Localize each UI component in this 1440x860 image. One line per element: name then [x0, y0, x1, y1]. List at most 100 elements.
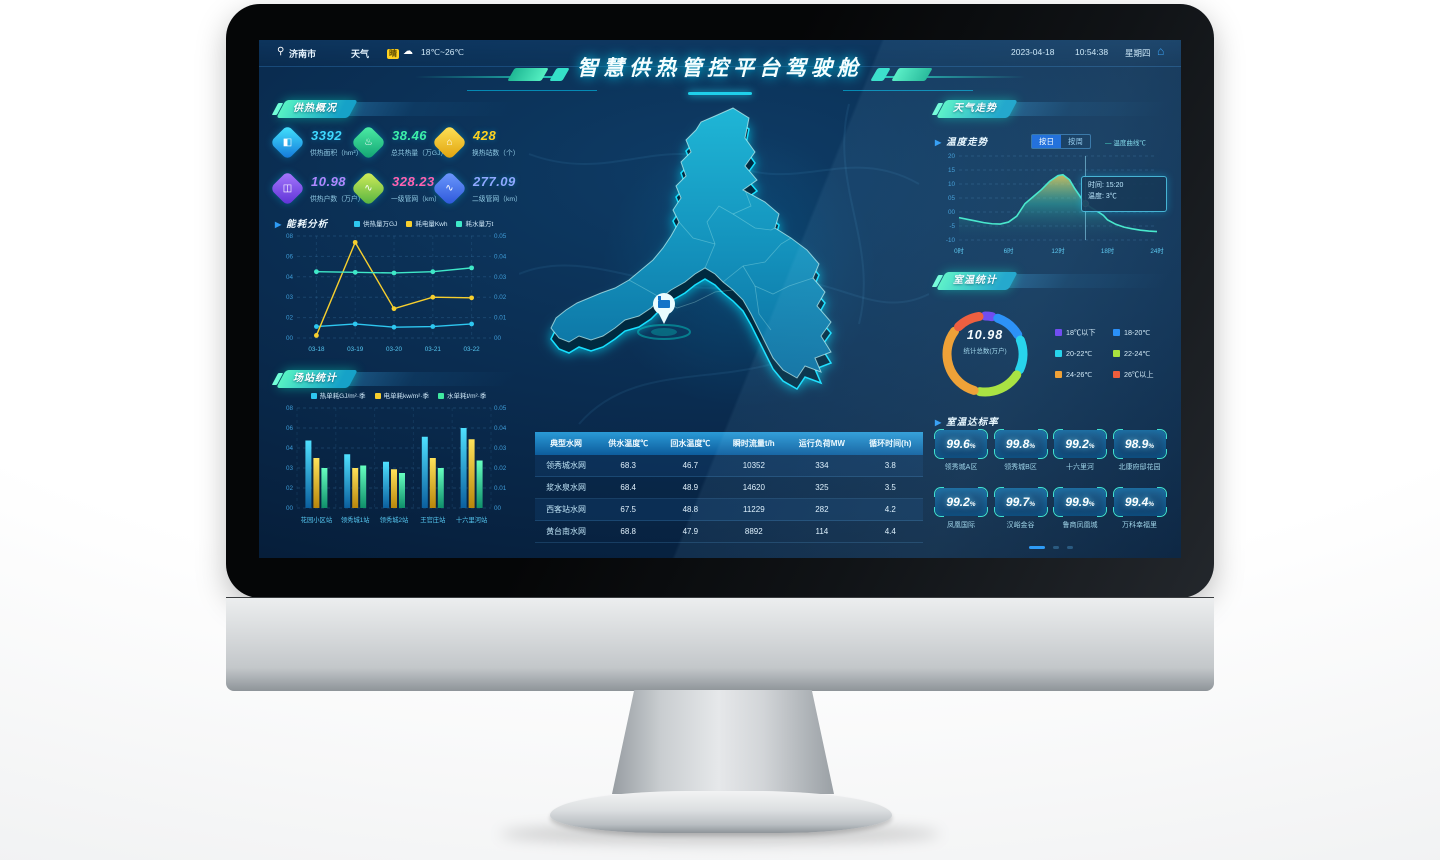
- table-cell: 68.8: [597, 520, 660, 543]
- svg-text:12时: 12时: [1051, 246, 1065, 255]
- stat-value: 428: [473, 128, 497, 143]
- stat-label: 换热站数（个）: [472, 150, 520, 157]
- donut-center-stat: 10.98 统计总数(万户): [963, 328, 1007, 355]
- compliance-badge: 99.7%: [993, 487, 1048, 517]
- stat-5: ∿ 277.09 二级管网（km）: [431, 170, 522, 212]
- household-icon: ◫: [269, 170, 306, 207]
- svg-text:0.02: 0.02: [494, 465, 507, 472]
- heat-total-icon: ♨: [350, 124, 387, 161]
- donut-legend-item: 22-24℃: [1113, 349, 1150, 358]
- compliance-badge: 99.8%: [993, 429, 1048, 459]
- badge-label: 领秀城A区: [944, 464, 978, 471]
- svg-text:15: 15: [948, 167, 956, 174]
- svg-text:24时: 24时: [1150, 246, 1164, 255]
- city-map[interactable]: [519, 94, 929, 434]
- table-cell: 10352: [721, 455, 787, 477]
- table-row: 黄台南水网 68.8 47.9 8892 114 4.4: [535, 520, 923, 543]
- stat-3: ◫ 10.98 供热户数（万户）: [269, 170, 364, 212]
- pagination-dot[interactable]: [1067, 546, 1073, 549]
- svg-text:0.04: 0.04: [494, 425, 507, 432]
- pagination-dot[interactable]: [1029, 546, 1045, 549]
- monitor-stand-neck: [612, 690, 834, 794]
- badge-label: 鲁商凤凰城: [1062, 522, 1098, 529]
- legend-item: 耗电量Kwh: [406, 221, 447, 228]
- time-label: 10:54:38: [1075, 47, 1109, 57]
- weekday-label: 星期四: [1125, 48, 1151, 58]
- table-cell: 3.5: [857, 476, 923, 499]
- donut-legend-item: 26℃以上: [1113, 370, 1154, 380]
- donut-legend-item: 24-26℃: [1055, 370, 1092, 379]
- table-cell: 325: [786, 476, 858, 499]
- weather-range-toggle[interactable]: 按日 按周: [1031, 134, 1091, 149]
- svg-text:领秀城1站: 领秀城1站: [341, 515, 370, 524]
- svg-text:06: 06: [286, 253, 294, 260]
- secondary-pipe-icon: ∿: [431, 170, 468, 207]
- donut-legend-item: 18℃以下: [1055, 328, 1096, 338]
- svg-text:06: 06: [286, 425, 294, 432]
- legend-item: 供热量万GJ: [354, 221, 397, 228]
- dashboard-screen: ⚲ 济南市 天气 晴 ☁ 18℃~26℃ 2023-04-18 10:54:38…: [259, 40, 1181, 558]
- monitor-chin: [226, 597, 1214, 691]
- svg-text:0.04: 0.04: [494, 253, 507, 260]
- svg-text:0.01: 0.01: [494, 315, 507, 322]
- svg-text:0.03: 0.03: [494, 274, 507, 281]
- svg-text:00: 00: [494, 335, 502, 342]
- table-cell: 4.2: [857, 498, 923, 521]
- svg-text:03-18: 03-18: [308, 346, 325, 353]
- svg-text:-10: -10: [946, 237, 956, 244]
- table-cell: 48.9: [659, 476, 722, 499]
- play-triangle-icon: ▶: [935, 138, 943, 147]
- svg-text:花园小区站: 花园小区站: [301, 515, 333, 524]
- pagination-dot[interactable]: [1053, 546, 1059, 549]
- map-pin[interactable]: [637, 293, 691, 340]
- svg-text:10: 10: [948, 181, 956, 188]
- svg-text:0.05: 0.05: [494, 233, 507, 240]
- water-network-table: 典型水网 供水温度℃ 回水温度℃ 瞬时流量t/h 运行负荷MW 循环时间(h) 领秀城水网…: [535, 432, 923, 543]
- svg-text:0.03: 0.03: [494, 445, 507, 452]
- weather-sub-title: ▶ 温度走势: [935, 137, 989, 148]
- table-cell: 11229: [721, 498, 787, 521]
- legend-item: 耗水量万t: [456, 221, 493, 228]
- badge-label: 万科幸福里: [1122, 522, 1157, 529]
- badge-label: 十六里河: [1066, 464, 1094, 471]
- tab-weekly[interactable]: 按周: [1068, 137, 1083, 146]
- table-header: 典型水网 供水温度℃ 回水温度℃ 瞬时流量t/h 运行负荷MW 循环时间(h): [535, 432, 923, 455]
- svg-text:0.05: 0.05: [494, 405, 507, 412]
- title-underline: [688, 92, 752, 95]
- panel-header-overview: 供热概况: [271, 100, 517, 118]
- table-cell: 47.9: [659, 520, 722, 543]
- home-icon[interactable]: ⌂: [1157, 44, 1165, 58]
- svg-text:18时: 18时: [1101, 246, 1115, 255]
- svg-text:领秀城2站: 领秀城2站: [380, 515, 409, 524]
- table-cell: 8892: [721, 520, 787, 543]
- stat-value: 328.23: [392, 174, 435, 189]
- station-legend: 热单耗GJ/m²·季 电单耗kw/m²·季 水单耗t/m²·季: [275, 390, 513, 400]
- district-borders: [628, 189, 814, 331]
- table-cell: 14620: [721, 476, 787, 499]
- svg-text:0.01: 0.01: [494, 485, 507, 492]
- svg-text:08: 08: [286, 405, 294, 412]
- city-label: 济南市: [289, 49, 317, 59]
- compliance-badge: 99.9%: [1053, 487, 1107, 517]
- table-cell: 68.3: [597, 455, 660, 477]
- room-temp-donut: [942, 311, 1028, 397]
- tab-daily[interactable]: 按日: [1032, 135, 1061, 148]
- table-cell: 282: [786, 498, 858, 521]
- table-cell: 67.5: [597, 498, 660, 521]
- play-triangle-icon: ▶: [275, 220, 283, 229]
- table-row: 浆水泉水网 68.4 48.9 14620 325 3.5: [535, 476, 923, 499]
- svg-text:00: 00: [286, 505, 294, 512]
- column-header: 回水温度℃: [659, 432, 722, 455]
- svg-text:03: 03: [286, 465, 294, 472]
- svg-text:03-20: 03-20: [386, 346, 403, 353]
- table-row: 西客站水网 67.5 48.8 11229 282 4.2: [535, 498, 923, 521]
- column-header: 典型水网: [535, 432, 598, 455]
- table-cell: 68.4: [597, 476, 660, 499]
- stat-label: 一级管网（km）: [391, 196, 441, 203]
- svg-text:王官庄站: 王官庄站: [420, 515, 446, 524]
- svg-text:6时: 6时: [1004, 246, 1015, 255]
- legend-item: 热单耗GJ/m²·季: [310, 393, 366, 400]
- panel-header-room: 室温统计: [931, 272, 1169, 290]
- badge-label: 汉峪金谷: [1006, 522, 1035, 529]
- donut-legend-item: 20-22℃: [1055, 349, 1092, 358]
